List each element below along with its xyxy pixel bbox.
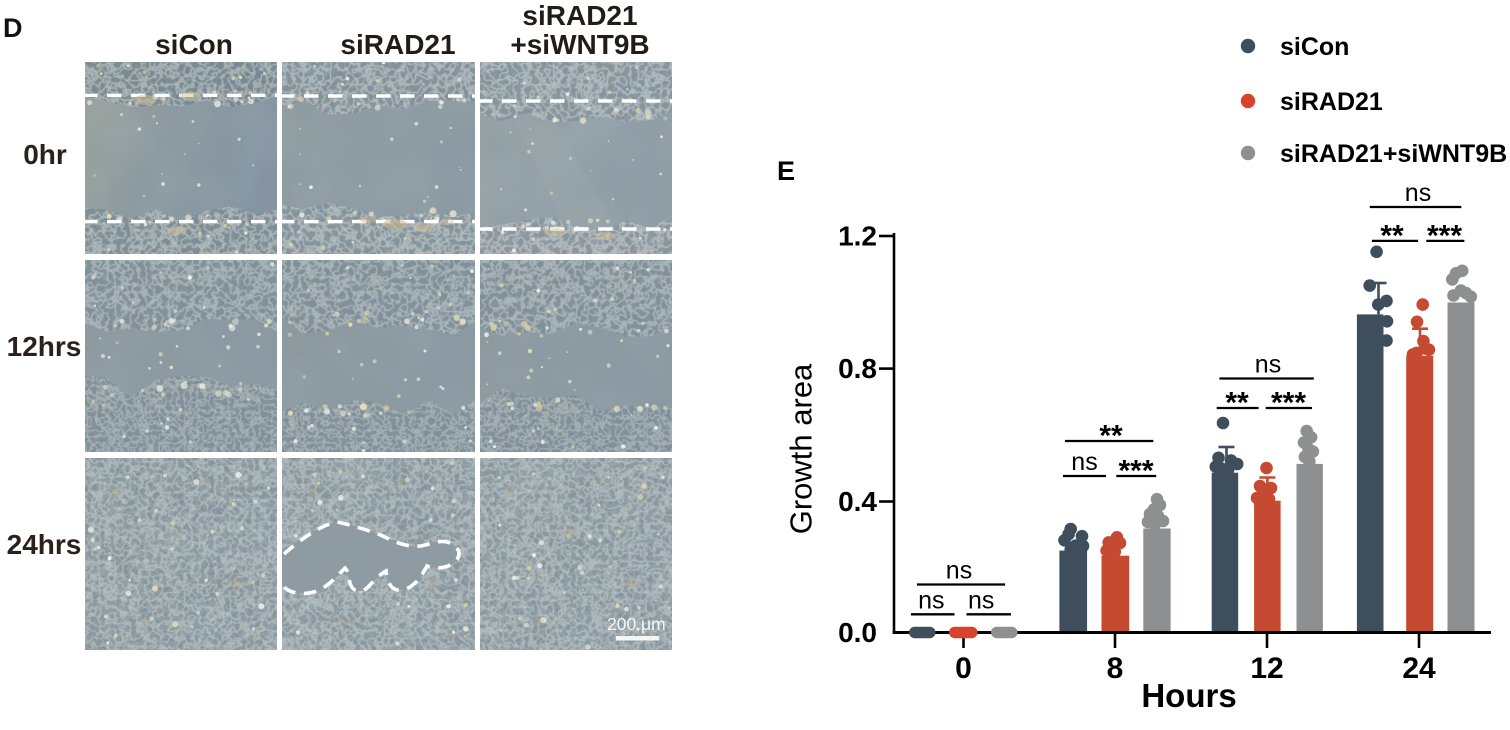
svg-text:0.0: 0.0 bbox=[838, 617, 877, 648]
svg-text:siRAD21: siRAD21 bbox=[1280, 88, 1383, 116]
svg-text:**: ** bbox=[1225, 387, 1249, 420]
svg-text:8: 8 bbox=[1107, 652, 1124, 685]
svg-text:Growth area: Growth area bbox=[784, 363, 819, 534]
svg-text:***: *** bbox=[1427, 219, 1462, 252]
svg-text:Hours: Hours bbox=[1141, 677, 1236, 714]
svg-text:0: 0 bbox=[955, 652, 972, 685]
svg-text:siRAD21+siWNT9B: siRAD21+siWNT9B bbox=[1280, 140, 1507, 168]
svg-text:0.8: 0.8 bbox=[838, 353, 877, 384]
svg-text:**: ** bbox=[1380, 219, 1404, 252]
svg-text:ns: ns bbox=[1255, 351, 1281, 379]
svg-text:**: ** bbox=[1099, 420, 1123, 453]
svg-text:1.2: 1.2 bbox=[838, 221, 877, 252]
svg-text:ns: ns bbox=[968, 586, 994, 614]
svg-text:ns: ns bbox=[918, 586, 944, 614]
svg-text:0.4: 0.4 bbox=[838, 486, 877, 517]
svg-text:***: *** bbox=[1118, 455, 1153, 488]
svg-text:24: 24 bbox=[1402, 652, 1436, 685]
svg-text:ns: ns bbox=[1405, 179, 1431, 207]
svg-text:200 μm: 200 μm bbox=[607, 614, 666, 634]
svg-text:***: *** bbox=[1271, 387, 1306, 420]
svg-text:ns: ns bbox=[946, 557, 972, 585]
svg-text:siCon: siCon bbox=[1280, 33, 1349, 61]
svg-text:12: 12 bbox=[1250, 652, 1283, 685]
svg-text:ns: ns bbox=[1071, 448, 1097, 476]
